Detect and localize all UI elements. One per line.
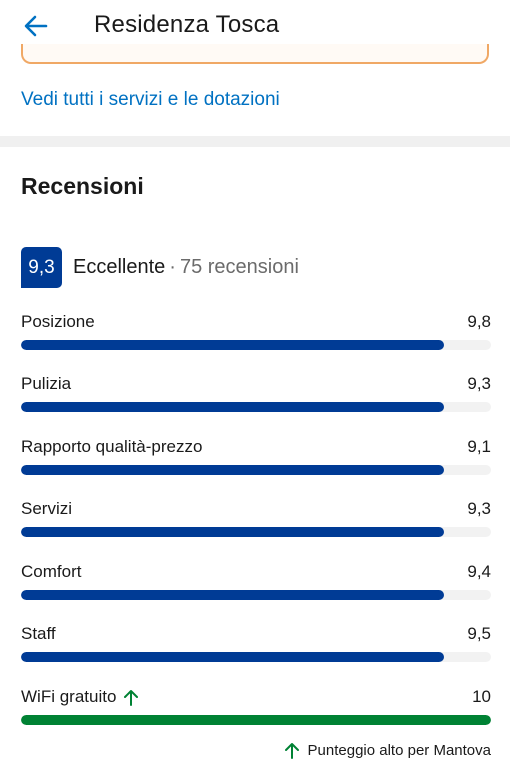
category-score: 9,3 [467, 499, 491, 518]
back-button[interactable] [22, 12, 50, 40]
category-label: Posizione [21, 312, 95, 331]
score-bar-fill [21, 465, 444, 475]
high-score-note: Punteggio alto per Mantova [284, 742, 491, 759]
category-score: 10 [472, 687, 491, 706]
score-bar-fill [21, 652, 444, 662]
see-all-amenities-link[interactable]: Vedi tutti i servizi e le dotazioni [21, 89, 280, 110]
score-bar-track [21, 527, 491, 537]
category-label: Comfort [21, 562, 82, 581]
category-row-pulizia: Pulizia 9,3 [21, 374, 491, 420]
info-card-edge [21, 44, 489, 64]
overall-score[interactable]: 9,3 Eccellente · 75 recensioni [21, 247, 299, 288]
category-score: 9,3 [467, 374, 491, 393]
category-row-wifi-gratuito: WiFi gratuito 10 [21, 687, 491, 733]
category-score: 9,8 [467, 312, 491, 331]
score-bar-fill [21, 715, 491, 725]
review-count: 75 recensioni [179, 256, 299, 278]
category-score: 9,4 [467, 562, 491, 581]
reviews-heading: Recensioni [21, 173, 144, 199]
score-bar-fill [21, 590, 444, 600]
arrow-up-icon [123, 689, 139, 706]
category-row-posizione: Posizione 9,8 [21, 312, 491, 358]
category-label: WiFi gratuito [21, 687, 117, 706]
category-row-rapporto-qualita-prezzo: Rapporto qualità-prezzo 9,1 [21, 437, 491, 483]
score-bar-fill [21, 340, 444, 350]
category-row-staff: Staff 9,5 [21, 624, 491, 670]
score-bar-track [21, 652, 491, 662]
score-bar-track [21, 590, 491, 600]
category-label: Staff [21, 624, 56, 643]
section-divider [0, 136, 510, 147]
score-bar-track [21, 715, 491, 725]
arrow-left-icon [24, 15, 48, 37]
score-word: Eccellente [73, 256, 166, 278]
score-separator: · [169, 256, 176, 278]
high-score-text: Punteggio alto per Mantova [307, 742, 491, 759]
category-label-wrap: WiFi gratuito [21, 687, 139, 707]
score-bar-track [21, 402, 491, 412]
category-score: 9,5 [467, 624, 491, 643]
score-bar-track [21, 340, 491, 350]
category-label: Pulizia [21, 374, 72, 393]
arrow-up-icon [284, 742, 300, 759]
page-title: Residenza Tosca [94, 11, 280, 38]
score-bar-track [21, 465, 491, 475]
category-row-servizi: Servizi 9,3 [21, 499, 491, 545]
score-bar-fill [21, 527, 444, 537]
category-score: 9,1 [467, 437, 491, 456]
category-label: Servizi [21, 499, 73, 518]
score-badge: 9,3 [21, 247, 62, 288]
category-row-comfort: Comfort 9,4 [21, 562, 491, 608]
app-bar: Residenza Tosca [0, 0, 510, 52]
category-label: Rapporto qualità-prezzo [21, 437, 203, 456]
score-bar-fill [21, 402, 444, 412]
